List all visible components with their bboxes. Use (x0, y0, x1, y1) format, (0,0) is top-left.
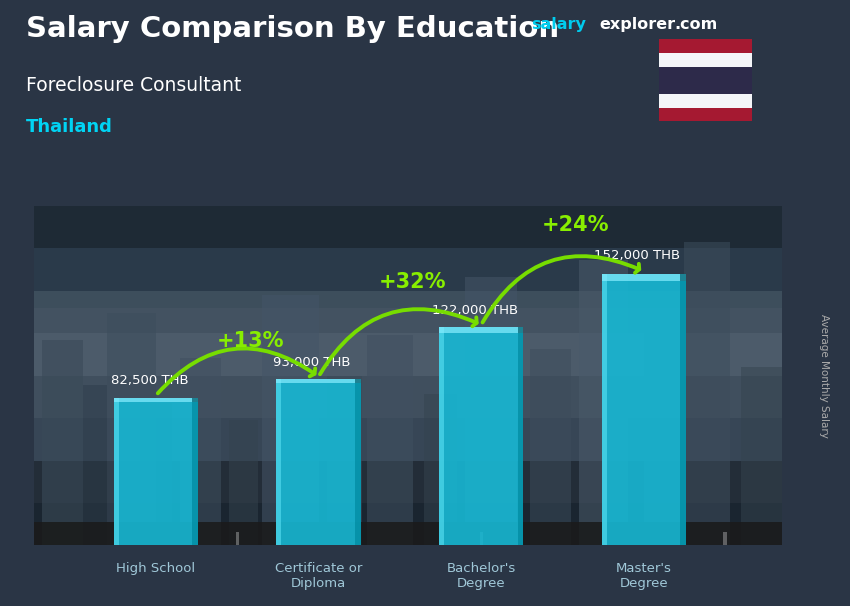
Bar (439, 327, 524, 545)
Bar (34, 206, 782, 248)
Bar (34, 376, 782, 418)
Bar (180, 358, 221, 545)
Bar (530, 349, 570, 545)
Bar (439, 327, 444, 545)
Bar (643, 331, 679, 545)
Bar (34, 503, 782, 545)
Text: Salary Comparison By Education: Salary Comparison By Education (26, 15, 558, 43)
Text: 152,000 THB: 152,000 THB (594, 249, 680, 262)
Bar (465, 278, 517, 545)
Bar (230, 421, 258, 545)
Bar (42, 340, 82, 545)
Bar (659, 67, 752, 94)
Bar (602, 274, 686, 545)
Bar (34, 333, 782, 376)
Bar (192, 398, 198, 402)
Bar (684, 242, 730, 545)
Bar (355, 379, 361, 384)
Text: Thailand: Thailand (26, 118, 112, 136)
Bar (326, 376, 362, 545)
Bar (276, 379, 361, 545)
Bar (439, 327, 524, 333)
Bar (262, 295, 319, 545)
Bar (114, 398, 198, 402)
Bar (276, 379, 361, 384)
Text: +13%: +13% (217, 331, 284, 351)
Bar (192, 398, 198, 545)
Bar (34, 522, 782, 545)
Bar (602, 274, 686, 281)
Bar (659, 53, 752, 67)
Text: +24%: +24% (541, 215, 609, 235)
Text: Foreclosure Consultant: Foreclosure Consultant (26, 76, 241, 95)
Bar (34, 248, 782, 291)
Bar (34, 418, 782, 461)
Bar (355, 379, 361, 545)
Text: explorer: explorer (599, 17, 676, 32)
Bar (479, 532, 483, 545)
Bar (518, 327, 524, 333)
Bar (367, 335, 413, 545)
Bar (659, 94, 752, 108)
Bar (602, 274, 607, 545)
Bar (723, 532, 727, 545)
Bar (579, 259, 627, 545)
Bar (139, 402, 173, 545)
Bar (114, 398, 119, 545)
Bar (659, 39, 752, 53)
Bar (680, 274, 686, 281)
Bar (424, 393, 456, 545)
Text: salary: salary (531, 17, 586, 32)
Text: Average Monthly Salary: Average Monthly Salary (819, 314, 829, 438)
Text: 93,000 THB: 93,000 THB (274, 356, 351, 368)
Bar (680, 274, 686, 545)
Bar (235, 532, 239, 545)
Text: 122,000 THB: 122,000 THB (432, 304, 518, 317)
Text: 82,500 THB: 82,500 THB (110, 375, 188, 387)
Bar (34, 461, 782, 503)
Text: .com: .com (674, 17, 717, 32)
Bar (276, 379, 281, 545)
Bar (518, 327, 524, 545)
Bar (741, 367, 782, 545)
Text: +32%: +32% (379, 271, 446, 291)
Bar (114, 398, 198, 545)
Bar (107, 313, 156, 545)
Bar (659, 108, 752, 121)
Bar (34, 308, 782, 461)
Bar (82, 385, 107, 545)
Bar (34, 291, 782, 333)
